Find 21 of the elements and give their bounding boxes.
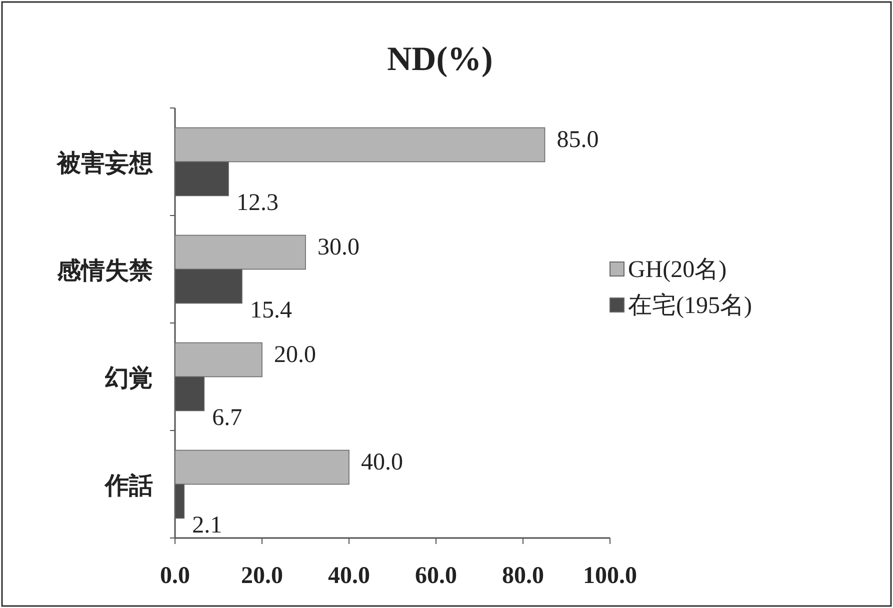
y-tick-label: 作話 bbox=[104, 472, 153, 500]
text: 12.3 bbox=[236, 190, 279, 216]
text: 40.0 bbox=[361, 449, 403, 476]
y-tick-label: 被害妄想 bbox=[56, 148, 153, 177]
text: 20.0 bbox=[274, 342, 316, 368]
text: 6.7 bbox=[212, 404, 242, 431]
text: 2.1 bbox=[192, 512, 222, 538]
y-tick-label: 幻覚 bbox=[104, 364, 153, 392]
legend-label: 在宅(195名) bbox=[628, 292, 752, 319]
text: 30.0 bbox=[318, 234, 360, 260]
x-tick-label: 60.0 bbox=[415, 563, 457, 589]
x-tick-label: 20.0 bbox=[241, 563, 283, 589]
x-tick-label: 100.0 bbox=[583, 563, 637, 589]
legend-label: GH(20名) bbox=[628, 257, 727, 283]
chart-title: ND(%) bbox=[387, 41, 493, 78]
y-tick-label: 感情失禁 bbox=[56, 257, 153, 284]
x-tick-label: 80.0 bbox=[502, 563, 544, 589]
x-tick-label: 40.0 bbox=[328, 563, 370, 589]
x-tick-label: 0.0 bbox=[160, 563, 190, 589]
text: 15.4 bbox=[250, 297, 292, 324]
text: 85.0 bbox=[556, 126, 599, 153]
